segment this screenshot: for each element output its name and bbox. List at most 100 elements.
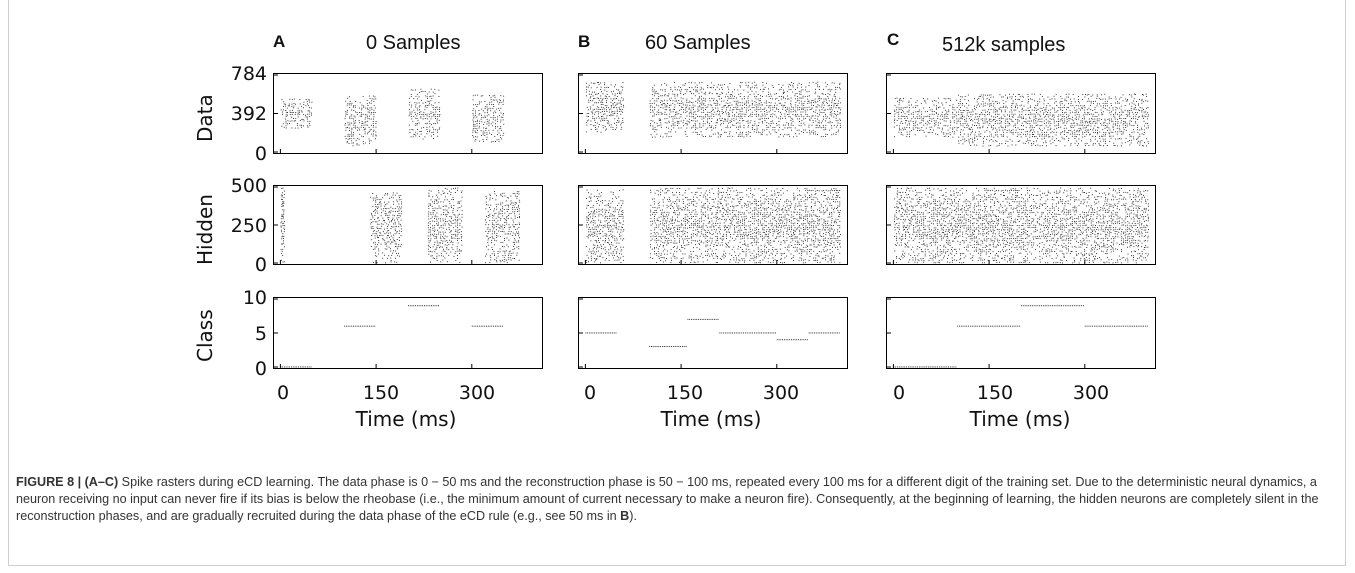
spike <box>678 122 680 124</box>
spike <box>652 212 654 213</box>
spike <box>680 93 682 94</box>
spike <box>762 96 763 97</box>
spike <box>831 89 833 91</box>
spike <box>772 253 773 255</box>
spike <box>396 261 398 263</box>
spike <box>719 113 720 115</box>
spike <box>291 112 293 113</box>
spike <box>819 96 820 98</box>
spike <box>386 245 388 247</box>
spike <box>683 94 684 95</box>
spike <box>480 95 482 97</box>
spike <box>650 236 652 238</box>
spike <box>612 214 614 216</box>
spike <box>796 228 798 230</box>
spike <box>292 112 294 113</box>
spike <box>484 135 486 136</box>
spike <box>831 125 832 127</box>
spike <box>783 97 784 99</box>
spike <box>594 222 596 224</box>
spike <box>745 215 747 217</box>
spike <box>751 86 753 88</box>
spike <box>363 106 365 108</box>
spike <box>602 104 604 105</box>
spike <box>608 218 610 220</box>
spike <box>727 127 729 129</box>
spike <box>398 223 400 225</box>
spike <box>378 230 380 232</box>
spike <box>612 193 614 195</box>
spike <box>706 236 708 237</box>
spike <box>419 113 421 115</box>
spike <box>797 98 799 100</box>
spike <box>399 239 400 241</box>
spike <box>349 118 351 119</box>
spike <box>732 124 733 126</box>
spike <box>677 93 679 95</box>
spike <box>790 207 791 209</box>
spike <box>621 126 623 128</box>
spike <box>606 216 608 218</box>
spike <box>794 205 796 207</box>
spike <box>791 245 793 246</box>
spike <box>426 122 428 124</box>
spike <box>774 216 776 218</box>
spike <box>751 244 753 246</box>
spike <box>446 228 448 230</box>
spike <box>749 94 751 96</box>
spike <box>838 100 839 102</box>
spike <box>703 103 705 104</box>
spike <box>724 218 725 220</box>
spike <box>678 117 680 119</box>
spike <box>375 135 377 137</box>
spike <box>740 220 741 222</box>
spike <box>672 201 674 203</box>
spike <box>353 127 355 129</box>
spike <box>711 238 713 239</box>
spike <box>451 218 452 219</box>
spike <box>682 104 684 106</box>
spike <box>758 104 760 106</box>
spike <box>650 233 652 235</box>
spike <box>746 194 748 196</box>
spike <box>386 223 388 225</box>
spike <box>741 82 743 83</box>
spike <box>833 125 835 126</box>
spike <box>778 111 780 113</box>
spike <box>373 118 374 120</box>
spike <box>610 248 612 250</box>
spike <box>700 108 702 110</box>
spike <box>374 112 376 113</box>
spike <box>731 104 733 106</box>
spike <box>376 262 378 264</box>
spike <box>788 123 789 125</box>
spike <box>428 218 430 220</box>
spike <box>492 217 494 219</box>
spike <box>664 253 666 255</box>
spike <box>460 250 462 252</box>
spike <box>588 113 590 114</box>
spike <box>828 100 830 102</box>
spike <box>725 203 727 205</box>
spike <box>705 98 706 100</box>
spike <box>736 222 738 224</box>
spike <box>712 133 714 135</box>
spike <box>504 195 506 197</box>
spike <box>766 239 768 241</box>
spike <box>749 207 751 209</box>
spike <box>593 195 595 197</box>
spike <box>774 111 776 112</box>
spike <box>783 236 784 238</box>
spike <box>353 106 354 108</box>
spike <box>764 220 765 222</box>
spike <box>692 235 694 237</box>
spike <box>411 104 413 106</box>
spike <box>600 233 601 234</box>
spike <box>713 84 715 86</box>
spike <box>792 114 794 115</box>
spike <box>586 222 588 223</box>
spike <box>699 248 701 250</box>
spike <box>685 190 687 191</box>
spike <box>784 218 786 220</box>
spike <box>712 222 714 224</box>
